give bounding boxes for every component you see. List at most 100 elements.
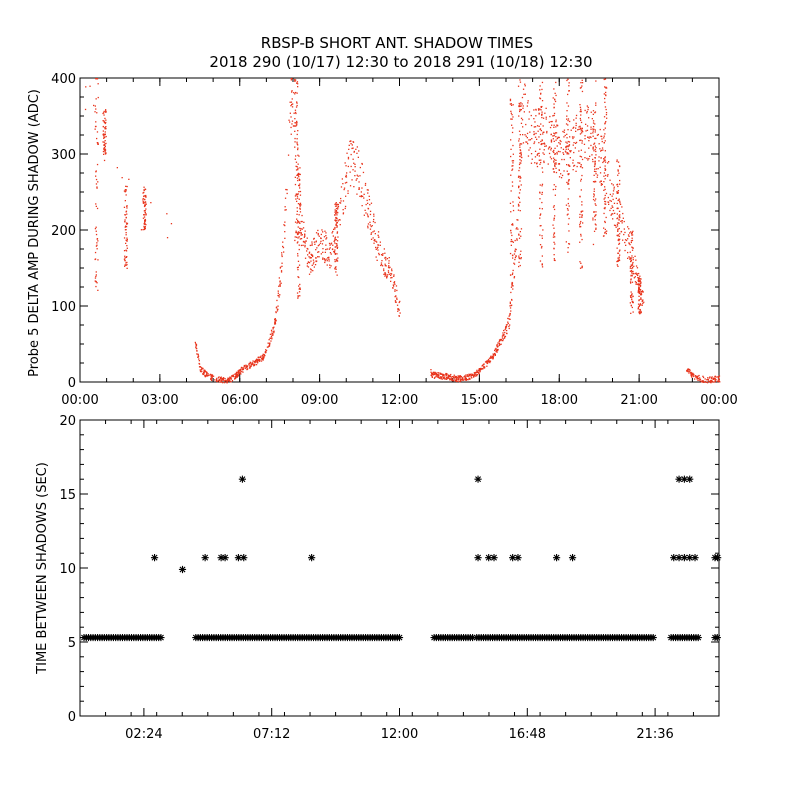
data-point	[617, 170, 619, 172]
data-point	[393, 281, 396, 283]
data-point	[593, 142, 596, 144]
data-point	[342, 200, 345, 202]
data-point	[439, 377, 441, 379]
data-point	[697, 377, 700, 380]
data-point	[631, 265, 633, 267]
data-point	[253, 361, 255, 363]
data-point	[542, 125, 544, 127]
data-point	[595, 171, 597, 173]
data-point	[563, 170, 565, 172]
data-point	[612, 213, 614, 215]
data-point	[480, 367, 482, 370]
data-point	[698, 374, 700, 377]
data-point	[431, 376, 433, 378]
data-point	[555, 162, 557, 164]
data-point	[399, 300, 401, 303]
data-point	[618, 210, 621, 212]
data-point	[615, 197, 617, 199]
data-point	[604, 200, 606, 203]
data-point	[376, 247, 378, 249]
data-point	[603, 172, 606, 174]
data-point	[268, 339, 270, 341]
data-point	[712, 381, 714, 383]
data-point	[641, 300, 643, 303]
data-point	[603, 78, 605, 81]
data-point	[513, 253, 516, 255]
data-point	[464, 378, 466, 380]
data-point	[273, 330, 275, 332]
data-point	[594, 129, 596, 131]
data-point	[566, 102, 568, 104]
data-point	[200, 369, 203, 371]
data-point	[333, 228, 335, 230]
data-point	[554, 194, 556, 196]
data-point	[250, 365, 252, 367]
data-point	[334, 260, 336, 263]
data-point	[484, 366, 486, 368]
data-point	[511, 118, 513, 120]
data-point	[604, 231, 607, 233]
data-point	[269, 337, 271, 339]
data-point	[520, 250, 522, 252]
data-point	[580, 180, 582, 182]
data-point	[105, 111, 107, 113]
data-point	[267, 346, 269, 348]
data-point	[453, 377, 455, 379]
data-point	[714, 379, 716, 381]
data-point	[273, 326, 275, 328]
data-point	[636, 283, 638, 285]
data-point	[555, 121, 557, 123]
data-point	[520, 109, 522, 111]
data-point	[569, 136, 571, 138]
data-point	[360, 195, 363, 197]
data-point	[97, 142, 99, 144]
data-point	[105, 135, 107, 138]
data-point	[580, 156, 583, 158]
data-point	[569, 151, 572, 153]
data-point	[540, 213, 542, 215]
data-point	[519, 162, 521, 164]
data-point	[234, 554, 243, 562]
data-point	[265, 349, 267, 351]
data-point	[617, 192, 619, 194]
data-point	[640, 294, 642, 296]
data-point	[298, 236, 300, 238]
data-point	[507, 322, 509, 325]
data-point	[579, 162, 581, 164]
data-point	[322, 257, 324, 259]
data-point	[445, 378, 448, 380]
data-point	[336, 203, 339, 206]
data-point	[587, 106, 589, 109]
data-point	[714, 554, 722, 562]
data-point	[334, 219, 336, 221]
data-point	[617, 207, 619, 210]
shadow-interval-points	[80, 475, 722, 642]
data-point	[281, 265, 283, 267]
data-point	[542, 131, 544, 133]
data-point	[592, 148, 594, 150]
data-point	[701, 381, 703, 383]
data-point	[205, 371, 207, 373]
data-point	[603, 227, 605, 229]
data-point	[290, 79, 292, 81]
data-point	[620, 220, 622, 222]
data-point	[631, 246, 633, 248]
data-point	[297, 193, 299, 195]
data-point	[328, 260, 330, 262]
data-point	[567, 173, 569, 176]
data-point	[603, 135, 605, 137]
data-point	[512, 224, 514, 226]
data-point	[617, 169, 619, 171]
data-point	[617, 265, 619, 267]
data-point	[257, 359, 259, 361]
data-point	[434, 376, 436, 379]
data-point	[384, 273, 387, 275]
data-point	[640, 293, 642, 295]
data-point	[312, 255, 314, 258]
data-point	[297, 219, 299, 222]
data-point	[604, 232, 606, 234]
data-point	[297, 167, 299, 169]
data-point	[298, 191, 300, 193]
data-point	[313, 241, 316, 243]
data-point	[96, 238, 99, 240]
